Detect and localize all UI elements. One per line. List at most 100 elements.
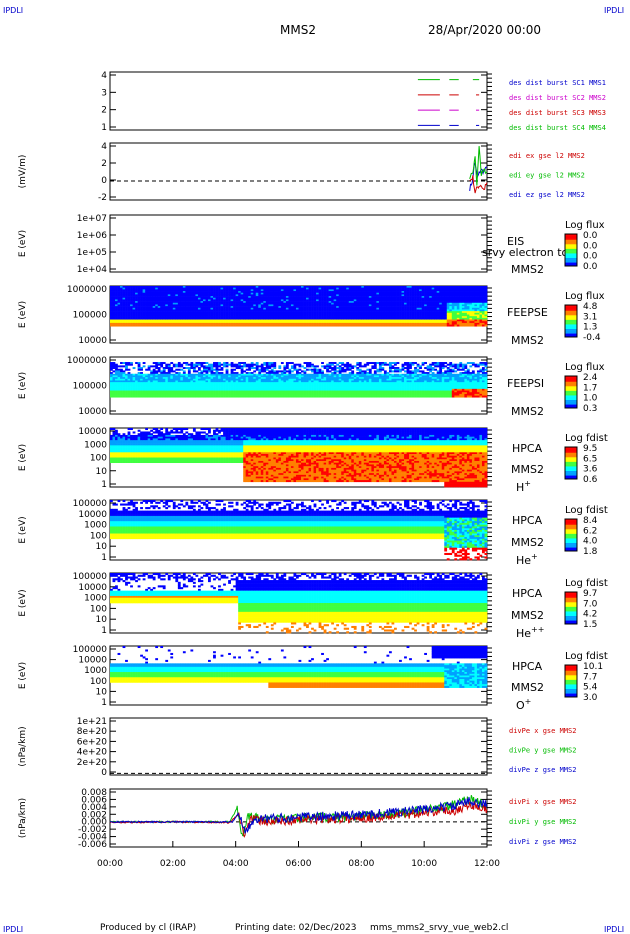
heatmap-cell	[379, 325, 382, 327]
heatmap-cell	[236, 367, 239, 369]
heatmap-cell	[311, 325, 314, 327]
heatmap-cell	[165, 325, 168, 327]
heatmap-cell	[145, 396, 148, 398]
heatmap-cell	[437, 325, 440, 327]
heatmap-cell	[246, 365, 249, 367]
heatmap-cell	[138, 325, 141, 327]
heatmap-cell	[193, 396, 196, 398]
heatmap-cell	[251, 367, 254, 369]
y-tick-label: 3	[101, 88, 107, 98]
heatmap-cell	[216, 325, 219, 327]
heatmap-cell	[286, 325, 289, 327]
heatmap-cell	[296, 325, 299, 327]
y-tick-label: 1e+06	[77, 231, 108, 241]
y-tick-label: 1e+07	[77, 214, 107, 224]
y-tick-label: 2	[101, 159, 107, 169]
heatmap-cell	[198, 325, 201, 327]
heatmap-cell	[153, 365, 156, 367]
spacecraft-label: MMS2	[511, 334, 544, 347]
heatmap-feepsi	[110, 362, 487, 398]
heatmap-cell	[163, 362, 166, 364]
heatmap-cell	[153, 325, 156, 327]
heatmap-cell	[138, 369, 141, 371]
y-tick-label: -2	[98, 193, 107, 203]
heatmap-cell	[125, 396, 128, 398]
heatmap-cell	[115, 325, 118, 327]
y-tick-label: 10000	[78, 336, 107, 346]
heatmap-cell	[246, 325, 249, 327]
heatmap-cell	[125, 369, 128, 371]
instrument-label: FEEPSE	[507, 306, 548, 319]
y-tick-label: 10000	[78, 407, 107, 417]
series-line-edi-2	[470, 175, 487, 193]
heatmap-cell	[123, 362, 126, 364]
heatmap-cell	[261, 325, 264, 327]
colorbar-tick-label: 0.0	[583, 231, 598, 241]
heatmap-cell	[175, 365, 178, 367]
panel-frame-eis	[110, 215, 487, 272]
heatmap-cell	[477, 325, 480, 327]
heatmap-cell	[397, 325, 400, 327]
y-axis-label: (mV/m)	[18, 155, 28, 189]
heatmap-cell	[155, 396, 158, 398]
heatmap-cell	[150, 396, 153, 398]
panel-frame-burst	[110, 72, 487, 130]
heatmap-cell	[243, 396, 246, 398]
heatmap-cell	[381, 325, 384, 327]
y-axis-label: E (eV)	[18, 230, 28, 257]
heatmap-cell	[195, 396, 198, 398]
heatmap-cell	[155, 367, 158, 369]
heatmap-cell	[261, 396, 264, 398]
heatmap-cell	[221, 364, 224, 366]
heatmap-cell	[246, 369, 249, 371]
heatmap-cell	[417, 325, 420, 327]
colorbar-tick-label: 0.0	[583, 241, 598, 251]
heatmap-cell	[366, 325, 369, 327]
heatmap-cell	[469, 325, 472, 327]
date-title: 28/Apr/2020 00:00	[428, 23, 541, 37]
heatmap-cell	[263, 396, 266, 398]
heatmap-cell	[221, 325, 224, 327]
heatmap-cell	[143, 325, 146, 327]
heatmap-cell	[467, 325, 470, 327]
y-tick-label: 0	[101, 176, 107, 186]
heatmap-cell	[133, 325, 136, 327]
legend-entry: des dist burst SC3 MMS3	[509, 109, 606, 117]
heatmap-cell	[371, 325, 374, 327]
heatmap-cell	[268, 367, 271, 369]
heatmap-cell	[479, 325, 482, 327]
heatmap-cell	[143, 396, 146, 398]
heatmap-cell	[145, 325, 148, 327]
heatmap-cell	[135, 325, 138, 327]
heatmap-cell	[118, 365, 121, 367]
heatmap-cell	[226, 396, 229, 398]
heatmap-cell	[394, 325, 397, 327]
heatmap-cell	[351, 325, 354, 327]
heatmap-cell	[344, 325, 347, 327]
colorbar-tick-label: 1.3	[583, 323, 597, 333]
heatmap-cell	[361, 325, 364, 327]
heatmap-cell	[195, 370, 198, 372]
heatmap-cell	[238, 367, 241, 369]
heatmap-cell	[175, 325, 178, 327]
heatmap-cell	[178, 369, 181, 371]
heatmap-cell	[170, 396, 173, 398]
heatmap-cell	[213, 325, 216, 327]
heatmap-cell	[118, 396, 121, 398]
heatmap-cell	[173, 365, 176, 367]
heatmap-cell	[140, 396, 143, 398]
y-tick-label: 1	[101, 123, 107, 133]
heatmap-cell	[412, 325, 415, 327]
heatmap-cell	[203, 362, 206, 364]
heatmap-cell	[248, 325, 251, 327]
heatmap-cell	[281, 325, 284, 327]
heatmap-cell	[231, 396, 234, 398]
heatmap-cell	[158, 370, 161, 372]
heatmap-cell	[253, 367, 256, 369]
heatmap-cell	[173, 325, 176, 327]
heatmap-cell	[133, 396, 136, 398]
heatmap-cell	[248, 396, 251, 398]
heatmap-cell	[145, 369, 148, 371]
heatmap-cell	[173, 370, 176, 372]
heatmap-cell	[233, 396, 236, 398]
